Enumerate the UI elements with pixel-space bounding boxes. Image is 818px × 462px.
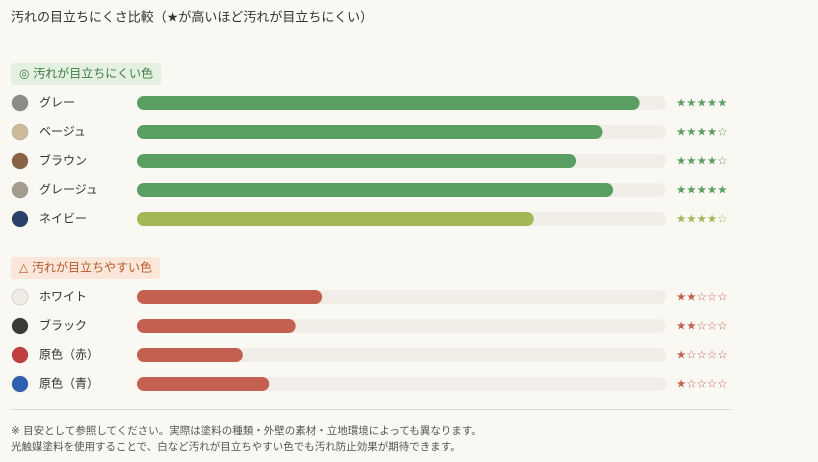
stars: ★★☆☆☆: [676, 319, 728, 333]
item-name: ネイビー: [39, 212, 87, 226]
bar-track: [137, 377, 666, 391]
group-label-bg: [11, 257, 161, 279]
group-label-bg: [11, 63, 162, 85]
swatch: [11, 181, 29, 199]
item-name: ホワイト: [39, 290, 87, 304]
item-name: 原色（青）: [39, 377, 99, 391]
stars: ★★☆☆☆: [676, 290, 728, 304]
stars: ★★★★☆: [676, 125, 728, 139]
group-label: ◎ 汚れが目立ちにくい色: [19, 66, 153, 81]
stars: ★★★★★: [676, 96, 728, 110]
bar: [137, 96, 640, 110]
swatch: [11, 375, 29, 393]
note: 光触媒塗料を使用することで、白など汚れが目立ちやすい色でも汚れ防止効果が期待でき…: [11, 440, 461, 453]
bar: [137, 154, 577, 168]
swatch: [11, 346, 29, 364]
stars: ★☆☆☆☆: [676, 348, 728, 362]
stars: ★★★★★: [676, 183, 728, 197]
bar: [137, 212, 534, 226]
bar: [137, 348, 243, 362]
bar: [137, 319, 296, 333]
item-name: ブラック: [39, 318, 87, 333]
bar: [137, 377, 270, 391]
bar: [137, 290, 323, 304]
item-name: ブラウン: [39, 153, 87, 168]
swatch: [11, 94, 29, 112]
item-name: グレージュ: [39, 183, 98, 197]
stars: ★★★★☆: [676, 154, 728, 168]
stars: ★☆☆☆☆: [676, 377, 728, 391]
swatch: [11, 210, 29, 228]
chart-title: 汚れの目立ちにくさ比較（★が高いほど汚れが目立ちにくい）: [11, 10, 373, 26]
swatch: [11, 152, 29, 170]
swatch: [11, 317, 29, 335]
swatch: [11, 288, 29, 306]
bar: [137, 125, 603, 139]
bar-track: [137, 348, 666, 362]
swatch: [11, 123, 29, 141]
group-label: △ 汚れが目立ちやすい色: [19, 260, 152, 275]
item-name: グレー: [39, 96, 75, 110]
note: ※ 目安として参照してください。実際は塗料の種類・外壁の素材・立地環境によっても…: [11, 424, 482, 437]
item-name: 原色（赤）: [39, 348, 99, 362]
bar: [137, 183, 614, 197]
item-name: ベージュ: [39, 125, 86, 139]
stars: ★★★★☆: [676, 212, 728, 226]
